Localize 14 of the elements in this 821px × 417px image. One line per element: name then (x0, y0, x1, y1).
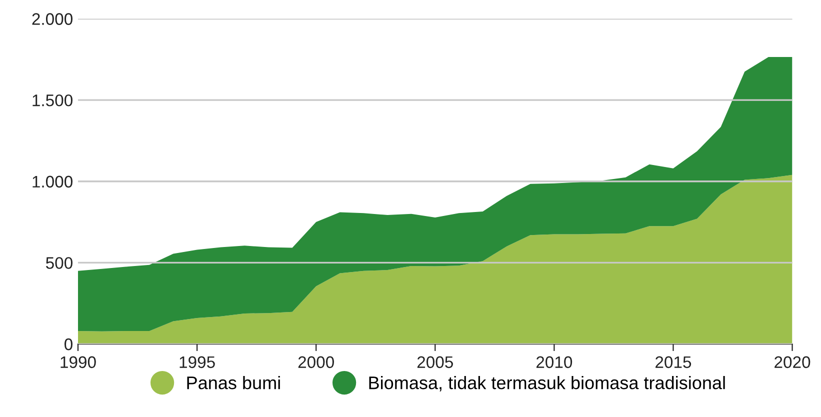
x-tick-label: 1990 (60, 356, 96, 368)
x-tick-label: 2015 (656, 356, 692, 368)
y-tick-label: 0 (64, 338, 72, 350)
legend-label: Biomasa, tidak termasuk biomasa tradisional (369, 376, 725, 392)
y-tick-label: 1.000 (32, 176, 72, 188)
x-tick-label: 2020 (774, 356, 810, 368)
legend-label: Panas bumi (187, 376, 280, 390)
x-tick-label: 2000 (298, 356, 334, 368)
x-tick-label: 2005 (417, 356, 453, 368)
y-tick-label: 1.500 (32, 94, 72, 106)
y-tick-label: 2.000 (32, 13, 72, 25)
y-tick-label: 500 (46, 257, 72, 269)
x-tick-label: 2010 (536, 356, 572, 368)
x-tick-label: 1995 (180, 356, 215, 368)
